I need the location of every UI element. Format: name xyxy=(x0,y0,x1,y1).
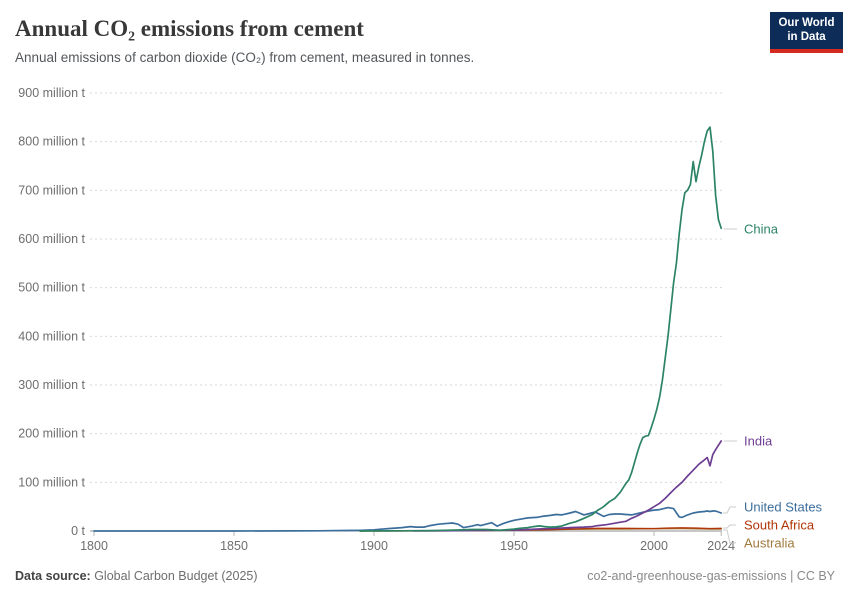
y-axis-tick-label: 900 million t xyxy=(18,86,85,100)
y-axis-tick-label: 300 million t xyxy=(18,378,85,392)
owid-logo-line1: Our World xyxy=(778,16,835,29)
x-axis-tick-label: 2024 xyxy=(707,539,735,553)
x-axis-tick-label: 1800 xyxy=(80,539,108,553)
y-axis-tick-label: 800 million t xyxy=(18,135,85,149)
x-axis-tick-label: 2000 xyxy=(640,539,668,553)
y-axis-tick-label: 100 million t xyxy=(18,475,85,489)
y-axis-tick-label: 0 t xyxy=(71,524,85,538)
y-axis-tick-label: 200 million t xyxy=(18,427,85,441)
series-line-china[interactable] xyxy=(359,126,723,532)
data-source-value: Global Carbon Budget (2025) xyxy=(90,569,258,583)
series-label-china[interactable]: China xyxy=(744,222,779,237)
chart-subtitle: Annual emissions of carbon dioxide (CO₂)… xyxy=(15,50,475,65)
series-label-india[interactable]: India xyxy=(744,434,773,449)
data-source-label: Data source: xyxy=(15,569,91,583)
y-axis-tick-label: 700 million t xyxy=(18,183,85,197)
series-label-united-states[interactable]: United States xyxy=(744,500,823,515)
x-axis-tick-label: 1850 xyxy=(220,539,248,553)
owid-logo-line2: in Data xyxy=(787,30,826,43)
series-line-united-states[interactable] xyxy=(93,506,723,532)
chart-title: Annual CO₂ emissions from cement xyxy=(15,16,364,41)
y-axis-tick-label: 500 million t xyxy=(18,281,85,295)
y-axis-tick-label: 600 million t xyxy=(18,232,85,246)
label-connector-united-states xyxy=(723,506,736,514)
y-axis-tick-label: 400 million t xyxy=(18,329,85,343)
x-axis-tick-label: 1950 xyxy=(500,539,528,553)
data-source-note: Data source: Global Carbon Budget (2025) xyxy=(15,569,258,583)
label-connector-australia xyxy=(723,529,736,544)
series-label-south-africa[interactable]: South Africa xyxy=(744,518,815,533)
x-axis-tick-label: 1900 xyxy=(360,539,388,553)
license-note[interactable]: co2-and-greenhouse-gas-emissions | CC BY xyxy=(587,569,835,583)
series-label-australia[interactable]: Australia xyxy=(744,536,795,551)
owid-logo[interactable]: Our World in Data xyxy=(770,12,843,53)
label-connector-south-africa xyxy=(723,524,736,529)
series-line-india[interactable] xyxy=(412,440,723,532)
